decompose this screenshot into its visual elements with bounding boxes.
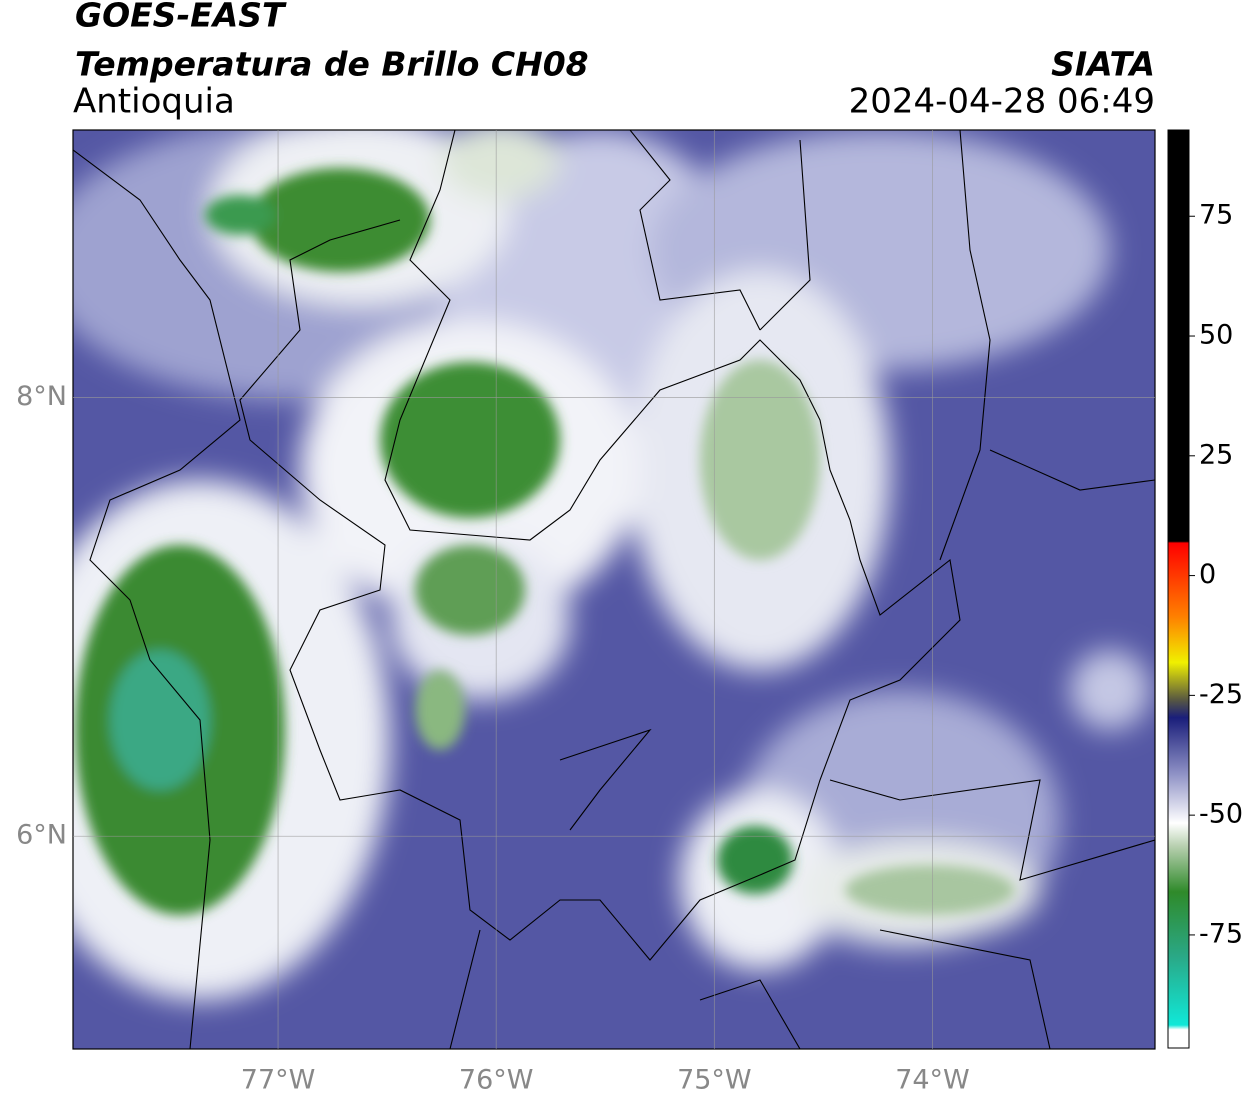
colorbar: [1167, 129, 1190, 1049]
satellite-image: [73, 130, 1155, 1049]
x-tick-label: 77°W: [241, 1065, 316, 1096]
coastline: [73, 149, 241, 1049]
colorbar-tick-label: 25: [1199, 439, 1233, 470]
x-tick-label: 75°W: [677, 1065, 752, 1096]
colorbar-tick-label: 0: [1199, 559, 1216, 590]
y-tick-label: 8°N: [16, 381, 67, 412]
region-label: Antioquia: [73, 82, 235, 122]
source-title: GOES-EAST: [75, 0, 287, 35]
colorbar-tick-label: 75: [1199, 200, 1233, 231]
x-tick-label: 74°W: [895, 1065, 970, 1096]
product-title: Temperatura de Brillo CH08: [75, 45, 589, 84]
colorbar-tick-label: -75: [1199, 918, 1243, 949]
x-tick-label: 76°W: [459, 1065, 534, 1096]
department-border: [239, 130, 961, 961]
colorbar-tick-label: -25: [1199, 679, 1243, 710]
colorbar-tick-label: -50: [1199, 799, 1243, 830]
agency-label: SIATA: [1051, 45, 1155, 84]
colorbar-tick-label: 50: [1199, 320, 1233, 351]
timestamp: 2024-04-28 06:49: [849, 82, 1155, 122]
y-tick-label: 6°N: [16, 820, 67, 851]
map-frame: [72, 129, 1156, 1050]
border: [449, 130, 1155, 1049]
